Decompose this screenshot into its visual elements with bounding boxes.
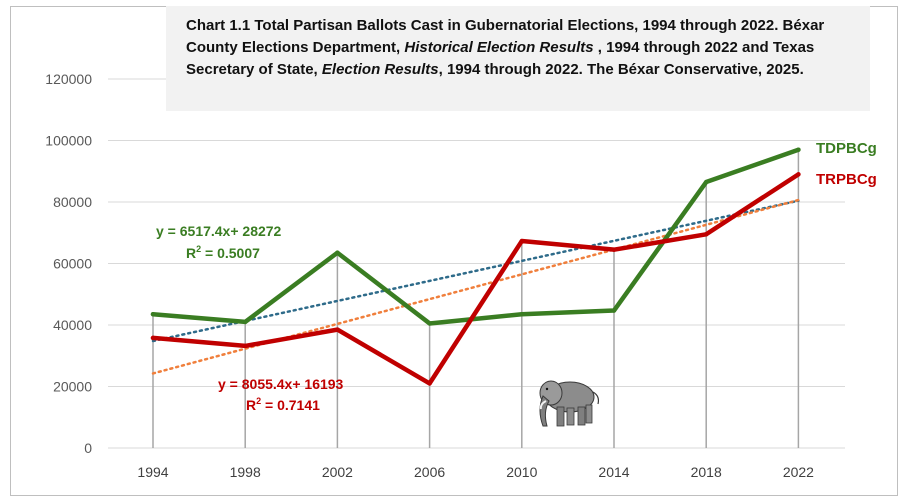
title-text-2: , 1994 through 2022 and Texas Secretary … (186, 39, 815, 78)
data-point (335, 327, 340, 332)
y-tick-label: 80000 (53, 194, 92, 210)
data-point (796, 147, 801, 152)
x-tick-label: 2002 (322, 464, 353, 480)
x-tick-label: 2022 (783, 464, 814, 480)
data-point (243, 319, 248, 325)
trendline-trpbcg (151, 198, 800, 375)
trend-r2-tdpbcg: R2 = 0.5007 (186, 244, 260, 261)
y-tick-label: 20000 (53, 379, 92, 395)
x-tick-label: 2014 (598, 464, 629, 480)
grid-layer (108, 78, 845, 449)
r2-letter: R (186, 245, 196, 261)
data-point (796, 172, 801, 177)
r2-value: = 0.7141 (261, 397, 320, 413)
title-text-3: , 1994 through 2022. The Béxar Conservat… (438, 61, 804, 78)
data-point (427, 321, 432, 326)
y-tick-label: 40000 (53, 317, 92, 333)
y-tick-label: 120000 (45, 71, 92, 87)
data-point (243, 343, 248, 349)
series-label-tdpbcg: TDPBCg (816, 140, 877, 157)
series-lines (150, 147, 801, 386)
x-tick-label: 1994 (137, 464, 168, 480)
data-point (704, 232, 709, 237)
elephant-icon (539, 380, 600, 427)
r2-exponent: 2 (196, 244, 201, 254)
r2-value: = 0.5007 (201, 245, 260, 261)
trendlines (151, 198, 800, 375)
y-tick-label: 100000 (45, 133, 92, 149)
title-source-2: Election Results (321, 61, 439, 78)
data-point (704, 179, 709, 185)
data-point (611, 308, 617, 313)
trend-equation-tdpbcg: y = 6517.4x+ 28272 (156, 223, 282, 239)
series-line-tdpbcg (150, 147, 801, 326)
data-point (519, 238, 524, 244)
data-point (150, 312, 156, 317)
title-text-1: Chart 1.1 Total Partisan Ballots Cast in… (186, 17, 825, 56)
x-tick-label: 1998 (230, 464, 261, 480)
r2-exponent: 2 (256, 396, 261, 406)
r2-letter: R (246, 397, 256, 413)
title-source-1: Historical Election Results (404, 39, 594, 56)
y-tick-label: 0 (84, 440, 92, 456)
data-point (150, 335, 156, 341)
trend-r2-trpbcg: R2 = 0.7141 (246, 396, 320, 413)
data-point (335, 250, 340, 255)
x-axis-ticks: 1994 1998 2002 2006 2010 2014 2018 2022 (137, 464, 814, 480)
data-point (611, 247, 617, 252)
trendline-tdpbcg (151, 199, 800, 343)
trend-equation-trpbcg: y = 8055.4x+ 16193 (218, 376, 344, 392)
x-tick-label: 2006 (414, 464, 445, 480)
data-point (519, 312, 524, 317)
x-tick-label: 2010 (506, 464, 537, 480)
chart-title: Chart 1.1 Total Partisan Ballots Cast in… (166, 6, 870, 111)
series-label-trpbcg: TRPBCg (816, 171, 877, 188)
data-point (427, 381, 432, 386)
series-line-trpbcg (150, 172, 801, 386)
x-tick-label: 2018 (691, 464, 722, 480)
y-axis-ticks: 0 20000 40000 60000 80000 100000 120000 (45, 71, 92, 456)
y-tick-label: 60000 (53, 256, 92, 272)
